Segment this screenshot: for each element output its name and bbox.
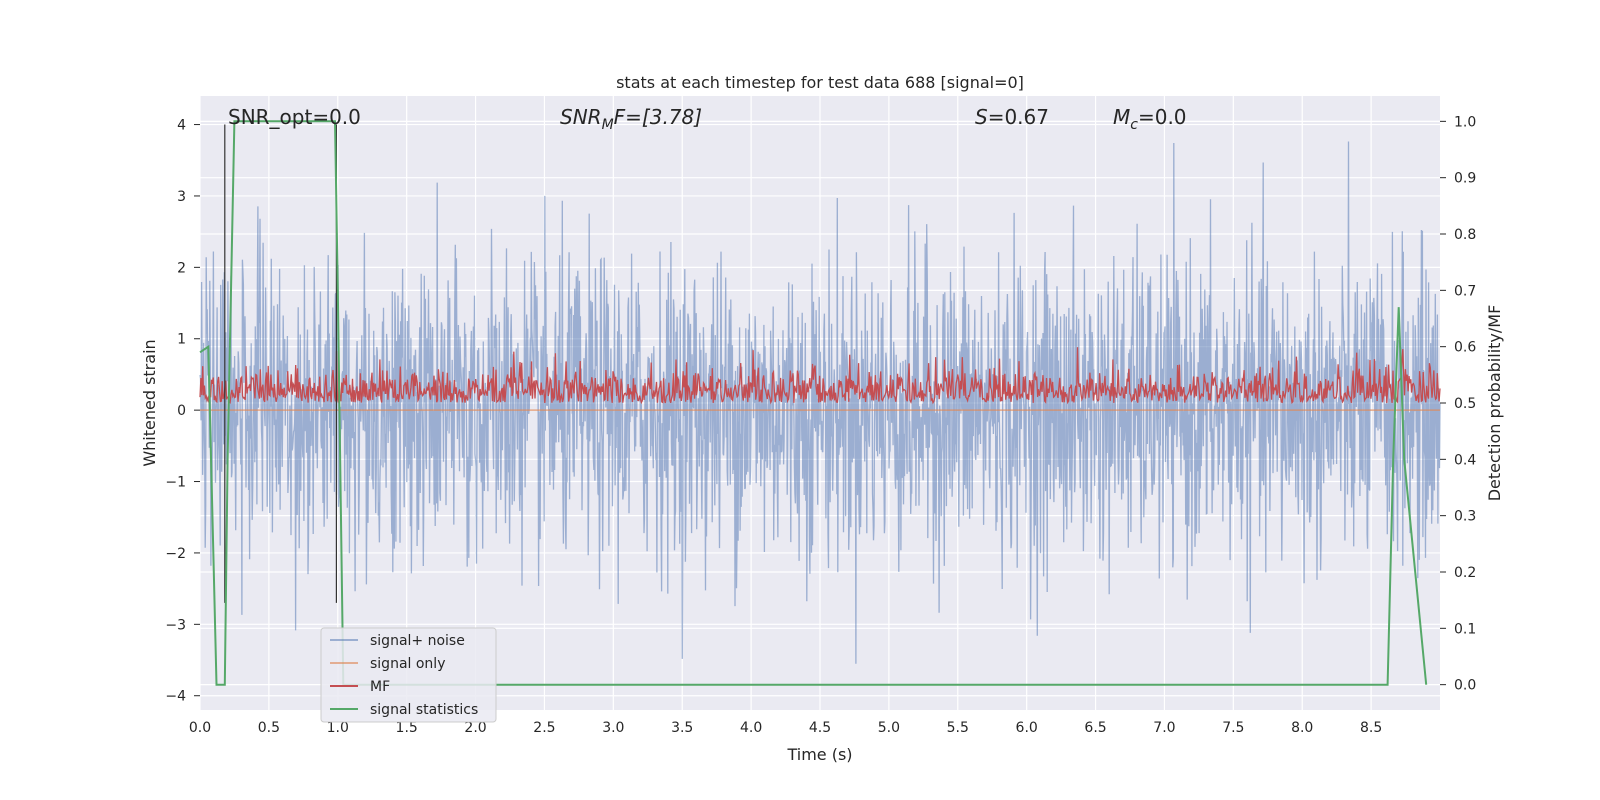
x-tick-label: 0.0 [189, 720, 211, 736]
x-tick-label: 1.0 [327, 720, 349, 736]
x-tick-label: 3.0 [602, 720, 624, 736]
signal-statistics-line [199, 120, 1428, 686]
x-tick-label: 6.5 [1084, 720, 1106, 736]
annotation-s: S=0.67 [975, 105, 1049, 129]
snr-mf-value: F=[3.78] [614, 105, 702, 129]
x-tick-label: 3.5 [671, 720, 693, 736]
y-tick-label: 1 [177, 332, 186, 348]
chart-title: stats at each timestep for test data 688… [616, 73, 1024, 92]
legend-label-signal-noise: signal+ noise [370, 633, 465, 649]
y2-tick-label: 0.3 [1454, 509, 1476, 525]
legend-label-mf: MF [370, 679, 390, 695]
legend-label-signal-statistics: signal statistics [370, 702, 478, 718]
y2-tick-label: 0.8 [1454, 227, 1476, 243]
x-tick-label: 5.5 [947, 720, 969, 736]
y-tick-label: −3 [165, 617, 186, 633]
snr-mf-symbol: SNR [560, 105, 602, 129]
mc-symbol: M [1113, 105, 1130, 129]
x-tick-label: 8.5 [1360, 720, 1382, 736]
legend-label-signal-only: signal only [370, 656, 445, 672]
y2-tick-label: 1.0 [1454, 114, 1476, 130]
y-tick-label: −4 [165, 689, 186, 705]
y-tick-label: −2 [165, 546, 186, 562]
x-tick-label: 2.0 [464, 720, 486, 736]
x-axis-label: Time (s) [786, 745, 852, 764]
y2-tick-label: 0.6 [1454, 340, 1476, 356]
y2-tick-label: 0.0 [1454, 678, 1476, 694]
x-tick-label: 8.0 [1291, 720, 1313, 736]
y2-tick-label: 0.1 [1454, 621, 1476, 637]
x-tick-label: 4.0 [740, 720, 762, 736]
x-tick-label: 1.5 [396, 720, 418, 736]
annotation-snr-mf: SNRMF=[3.78] [560, 105, 702, 133]
x-tick-label: 7.5 [1222, 720, 1244, 736]
x-tick-label: 7.0 [1153, 720, 1175, 736]
legend: signal+ noise signal only MF signal stat… [320, 627, 497, 723]
annotation-mc: Mc=0.0 [1113, 105, 1187, 133]
snr-mf-subscript: M [602, 117, 614, 133]
y2-tick-label: 0.4 [1454, 452, 1476, 468]
x-tick-label: 0.5 [258, 720, 280, 736]
y2-tick-label: 0.2 [1454, 565, 1476, 581]
y-axis-label: Whitened strain [140, 339, 159, 466]
x-tick-label: 5.0 [878, 720, 900, 736]
s-symbol: S [975, 105, 988, 129]
tick-labels: 0.0 0.5 1.0 1.5 2.0 2.5 3.0 3.5 4.0 4.5 5.0 5.5 6.0 6… [165, 114, 1476, 736]
y2-tick-label: 0.5 [1454, 396, 1476, 412]
y-tick-label: 3 [177, 189, 186, 205]
y-tick-label: 2 [177, 260, 186, 276]
y2-tick-label: 0.7 [1454, 283, 1476, 299]
mc-subscript: c [1130, 117, 1138, 133]
x-tick-label: 6.0 [1016, 720, 1038, 736]
series-mf [199, 347, 1441, 405]
x-tick-label: 4.5 [809, 720, 831, 736]
y-tick-label: 0 [177, 403, 186, 419]
y-tick-label: −1 [165, 475, 186, 491]
y2-tick-label: 0.9 [1454, 171, 1476, 187]
y-tick-label: 4 [177, 118, 186, 134]
s-value: =0.67 [988, 105, 1049, 129]
annotation-snr-opt: SNR_opt=0.0 [228, 105, 361, 129]
mc-value: =0.0 [1138, 105, 1187, 129]
legend-box [320, 627, 497, 723]
series-signal-statistics [199, 120, 1428, 686]
x-tick-label: 2.5 [533, 720, 555, 736]
mf-line [199, 347, 1441, 405]
y2-axis-label: Detection probability/MF [1485, 305, 1504, 502]
